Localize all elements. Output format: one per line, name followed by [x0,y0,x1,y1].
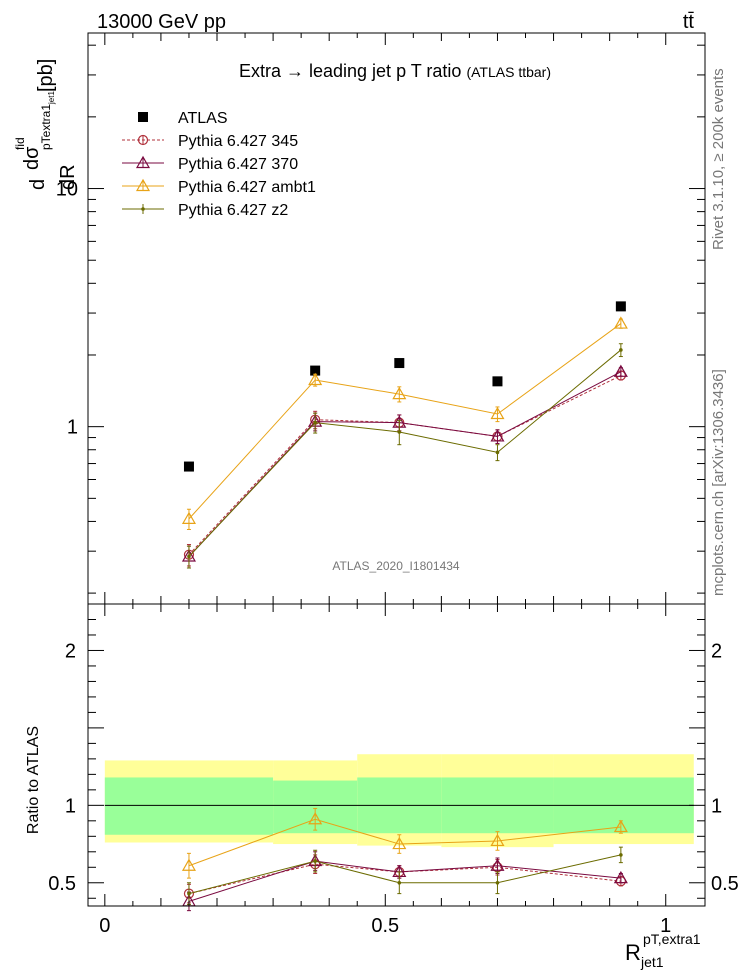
main-series-3 [181,316,628,530]
main-series-line [188,371,622,557]
main-point [615,301,626,312]
legend: ATLAS Pythia 6.427 345 Pythia 6.427 370 Pyt… [122,110,316,219]
main-point [187,554,191,559]
ratio-panel: 0.5 0.5 1 1 2 2 0 0.5 1 Ratio to ATLAS R pT,extr… [25,603,739,970]
legend-item: Pythia 6.427 345 [122,133,298,150]
ratio-point [490,858,505,871]
ratio-ylabel: Ratio to ATLAS [25,726,42,834]
main-series-2 [181,364,628,569]
ylabel-d: d [27,179,49,190]
ratio-point [187,891,191,896]
ratio-series-2 [181,807,628,879]
main-series-0 [183,301,626,472]
main-series-line [188,349,622,557]
main-point [619,348,623,352]
main-point [495,450,500,455]
legend-label: ATLAS [178,110,228,127]
legend-item: Pythia 6.427 z2 [122,202,288,219]
legend-marker [138,112,148,122]
main-point [183,461,194,472]
ratio-point [308,812,323,825]
main-point [394,358,405,369]
rivet-label: Rivet 3.1.10, ≥ 200k events [710,68,727,250]
ratio-point [495,880,500,885]
legend-label: Pythia 6.427 ambt1 [178,179,316,196]
legend-item: Pythia 6.427 ambt1 [122,178,316,196]
ylabel-sigma: dσ [21,146,43,170]
main-plot-area [181,301,628,569]
ylabel-sigma-subsub: jet1 [47,91,56,105]
main-point [310,365,321,376]
xlabel-sub: jet1 [640,954,664,970]
legend-label: Pythia 6.427 345 [178,133,298,150]
ratio-frame [87,603,706,907]
main-axes: 1 10 [56,33,705,604]
ratio-ytick-label-right: 1 [711,795,722,817]
ratio-point [613,870,628,884]
ratio-ytick-label-right: 0.5 [711,873,739,895]
main-ylabel: d dR dσ fid pTextra1 jet1 [pb] [13,59,79,190]
ratio-series-line [188,863,621,895]
main-point [490,406,505,420]
legend-item: ATLAS [138,110,228,127]
main-series-4 [186,343,623,569]
main-point [492,376,503,387]
ratio-plot-area [104,754,694,912]
main-point [313,420,317,425]
ratio-xtick-label: 1 [660,915,671,937]
main-point [397,430,402,434]
ratio-point [613,819,628,833]
main-series-1 [183,370,626,567]
legend-label: Pythia 6.427 370 [178,156,298,173]
legend-marker [137,134,149,146]
mcplots-label: mcplots.cern.ch [arXiv:1306.3436] [710,369,727,596]
main-point [613,316,628,329]
legend-label: Pythia 6.427 z2 [178,202,288,219]
main-ytick-label: 10 [56,179,78,201]
legend-item: Pythia 6.427 370 [122,155,298,173]
main-point [490,429,505,442]
header-left: 13000 GeV pp [97,11,226,33]
main-point [613,364,628,377]
ratio-point [313,859,317,863]
main-point [392,386,407,400]
main-ytick-label: 1 [67,417,78,439]
ratio-series-1 [181,851,628,912]
ratio-ytick-label-left: 2 [65,640,76,662]
ratio-axes: 0.5 0.5 1 1 2 2 0 0.5 1 [48,604,739,937]
ylabel-sigma-sup: fid [13,137,27,150]
ratio-point [392,836,407,850]
main-panel: 1 10 Extra → leading jet p T ratio (ATLAS… [13,32,706,605]
ylabel-dR: dR [57,164,79,190]
analysis-watermark: ATLAS_2020_I1801434 [332,559,460,573]
ratio-series-line [188,860,621,902]
xlabel-main: R [625,940,641,965]
main-series-line [188,375,622,556]
ratio-series-3 [186,846,623,905]
ratio-point [397,880,402,885]
header-right: tt̄ [683,11,695,33]
main-point [308,372,323,386]
ylabel-sigma-sub: pTextra1 [39,104,53,150]
ratio-xtick-label: 0 [99,915,110,937]
x-axis-label: R pT,extra1 jet1 [625,931,701,970]
ratio-point [619,853,623,857]
ratio-ytick-label-left: 0.5 [48,873,76,895]
ratio-inner-band [104,777,274,835]
ylabel-unit: [pb] [35,59,57,92]
main-title: Extra → leading jet p T ratio (ATLAS ttb… [239,61,551,81]
ratio-ytick-label-right: 2 [711,640,722,662]
ratio-point [181,858,196,871]
legend-marker [135,155,151,169]
ratio-point [490,833,505,847]
ratio-series-0 [183,854,626,904]
legend-marker [135,178,151,192]
main-series-line [188,323,622,520]
ratio-ytick-label-left: 1 [65,795,76,817]
legend-marker [141,207,145,211]
main-point [181,511,196,524]
ratio-xtick-label: 0.5 [371,915,399,937]
xlabel-sup: pT,extra1 [643,931,701,947]
